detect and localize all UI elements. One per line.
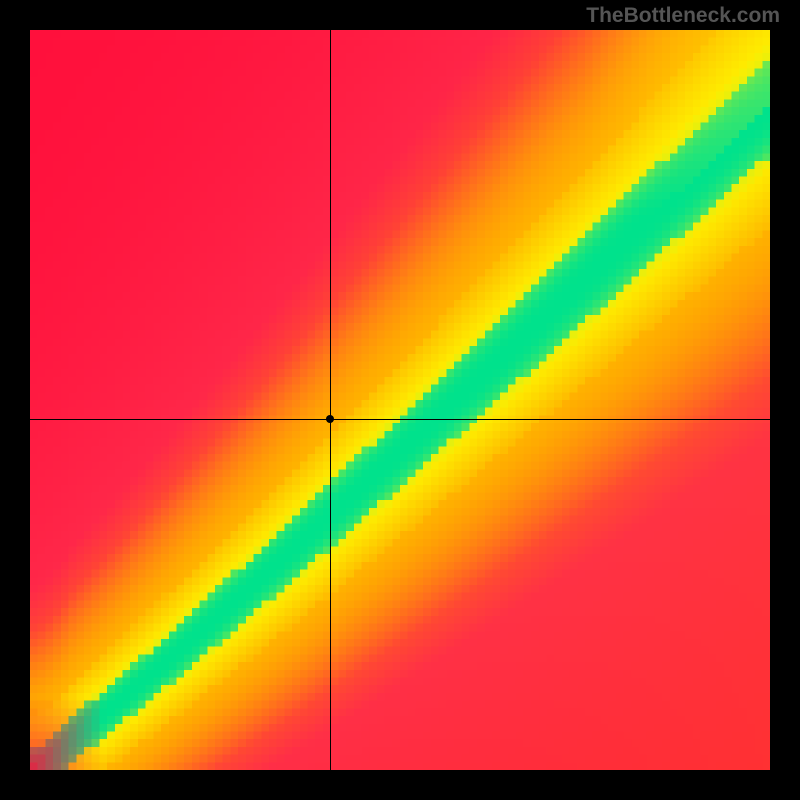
heatmap-canvas [30, 30, 770, 770]
chart-container: TheBottleneck.com [0, 0, 800, 800]
crosshair-vertical [330, 30, 331, 770]
watermark-text: TheBottleneck.com [586, 4, 780, 28]
crosshair-horizontal [30, 419, 770, 420]
crosshair-marker [326, 415, 334, 423]
heatmap-plot [30, 30, 770, 770]
